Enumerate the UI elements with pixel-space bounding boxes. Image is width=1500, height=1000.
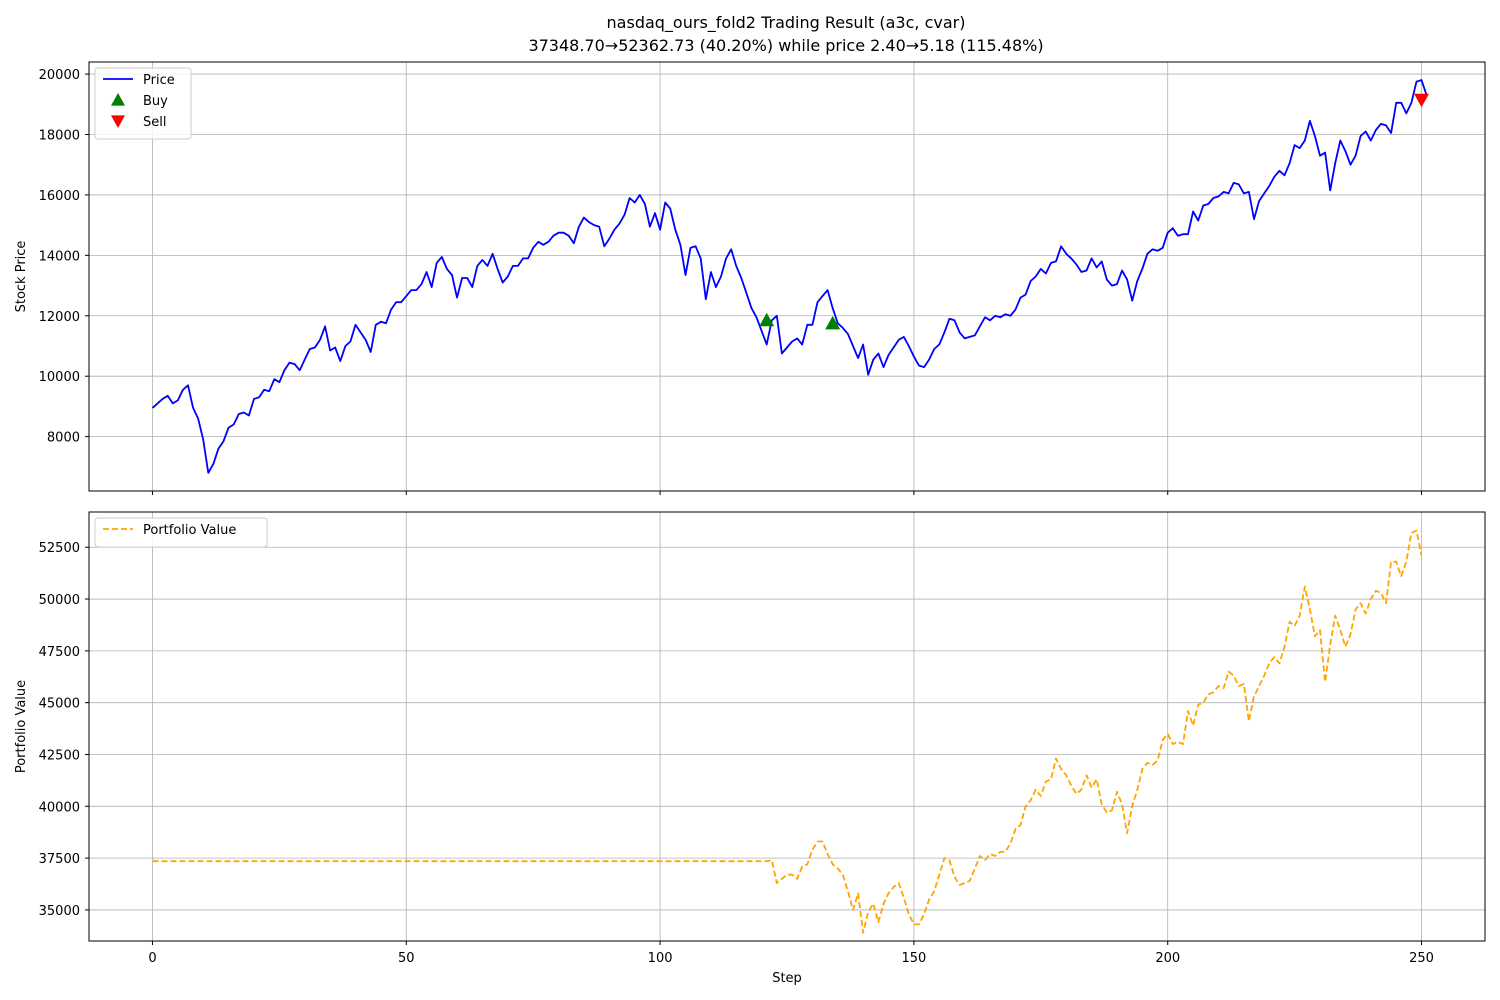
x-tick-label: 200 [1155,951,1180,966]
y-tick-label: 8000 [47,431,80,446]
y-tick-label: 40000 [39,800,80,815]
x-tick-label: 250 [1409,951,1434,966]
y-tick-label: 16000 [39,189,80,204]
buy-marker [825,315,841,330]
y-tick-label: 18000 [39,129,80,144]
y-tick-label: 35000 [39,904,80,919]
buy-marker [759,312,775,327]
y-tick-label: 10000 [39,370,80,385]
legend-label: Price [143,73,175,88]
y-tick-label: 50000 [39,593,80,608]
plot-frame [88,61,1486,492]
legend-label: Portfolio Value [143,523,236,538]
y-tick-label: 12000 [39,310,80,325]
y-tick-label: 42500 [39,748,80,763]
legend-marker-swatch [111,93,125,106]
price-line [151,79,1428,474]
figure-title-line1: nasdaq_ours_fold2 Trading Result (a3c, c… [607,13,966,33]
x-tick-label: 150 [901,951,926,966]
y-tick-label: 20000 [39,68,80,83]
legend-label: Buy [143,94,168,109]
x-tick-label: 50 [398,951,415,966]
legend-box [94,517,268,548]
x-tick-label: 0 [148,951,156,966]
legend-label: Sell [143,115,166,130]
y-tick-label: 37500 [39,852,80,867]
x-tick-label: 100 [648,951,673,966]
portfolio-chart-panel: 0 50 100 150 200 250 35000 37500 40000 42500 45000… [14,511,1486,986]
y-tick-label: 52500 [39,541,80,556]
legend-marker-swatch [111,115,125,128]
price-chart-panel: 8000 10000 12000 14000 16000 18000 20000 Stock … [14,61,1486,495]
y-axis-label: Portfolio Value [14,680,29,773]
figure-title-line2: 37348.70→52362.73 (40.20%) while price 2… [528,36,1043,55]
y-tick-label: 47500 [39,645,80,660]
x-axis-label: Step [772,971,802,986]
portfolio-value-line [152,529,1423,934]
y-axis-label: Stock Price [14,241,29,313]
plot-frame [88,511,1486,942]
y-tick-label: 14000 [39,249,80,264]
sell-marker [1414,93,1430,108]
y-tick-label: 45000 [39,697,80,712]
